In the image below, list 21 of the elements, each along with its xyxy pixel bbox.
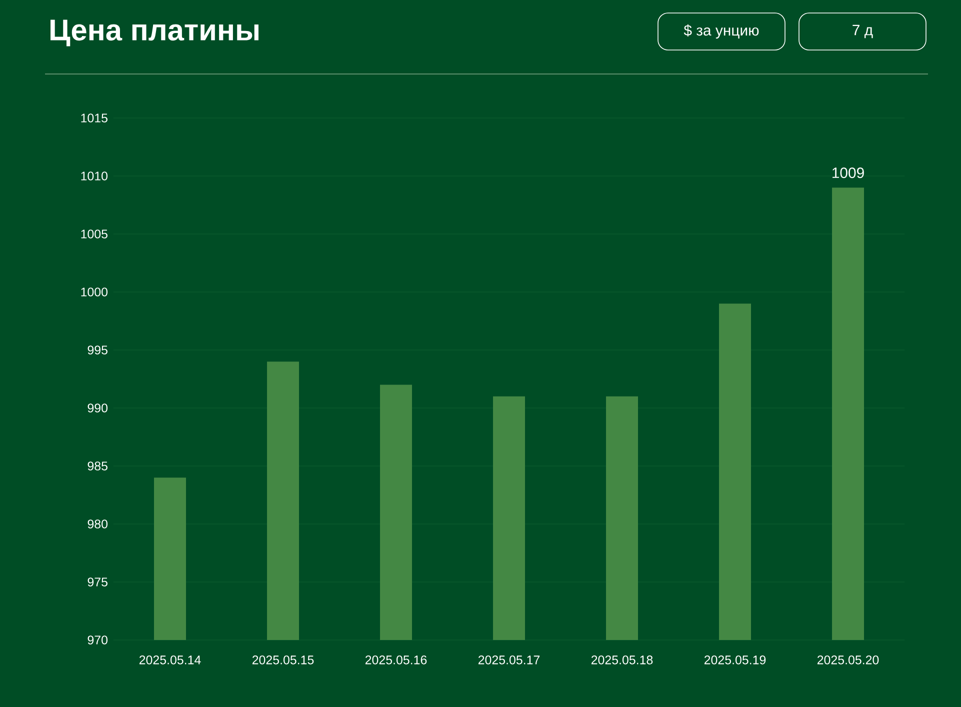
y-tick-label: 990 xyxy=(88,404,108,412)
x-tick-label: 2025.05.18 xyxy=(591,656,653,664)
x-tick-label: 2025.05.16 xyxy=(365,656,427,664)
x-tick-label: 2025.05.14 xyxy=(139,656,201,664)
y-tick-label: 1010 xyxy=(81,172,108,180)
y-tick-label: 975 xyxy=(88,578,108,586)
x-tick-label: 2025.05.15 xyxy=(252,656,314,664)
y-tick-label: 1000 xyxy=(81,288,108,296)
x-tick-label: 2025.05.19 xyxy=(704,656,766,664)
y-tick-label: 985 xyxy=(88,462,108,470)
text: 7 д xyxy=(852,24,873,38)
text: $ за унцию xyxy=(684,24,759,39)
y-tick-label: 995 xyxy=(88,346,108,354)
y-tick-label: 1015 xyxy=(81,114,108,122)
y-tick-label: 1005 xyxy=(81,230,108,238)
y-tick-label: 970 xyxy=(88,636,108,644)
chart-title: Цена платины xyxy=(50,20,258,46)
x-tick-label: 2025.05.20 xyxy=(817,656,879,664)
x-tick-label: 2025.05.17 xyxy=(478,656,540,664)
data-label: 1009 xyxy=(832,167,864,178)
y-tick-label: 980 xyxy=(88,520,108,528)
